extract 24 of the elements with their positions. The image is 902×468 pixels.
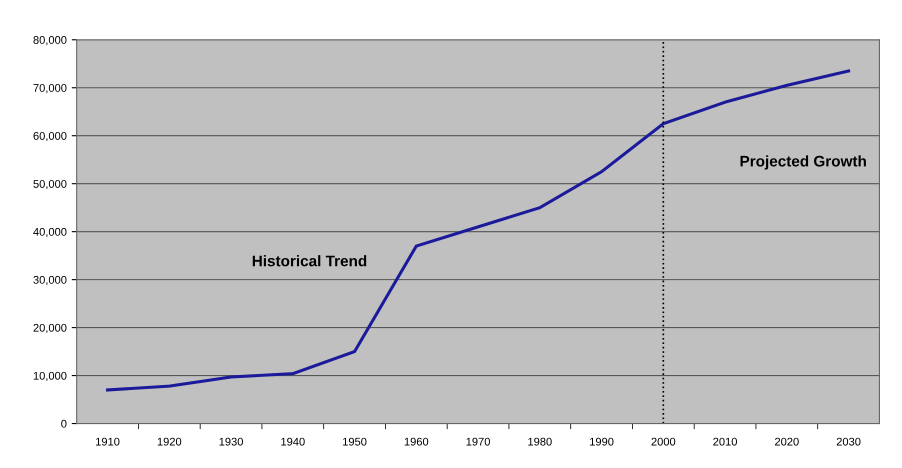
x-tick-label: 2030	[836, 438, 860, 446]
x-tick-label: 1910	[96, 438, 120, 446]
x-tick-label: 1970	[466, 438, 490, 446]
x-tick-label: 1990	[590, 438, 614, 446]
y-tick-label: 70,000	[34, 84, 67, 94]
annotation: Projected Growth	[740, 155, 866, 170]
x-tick-label: 1950	[343, 438, 366, 446]
x-tick-label: 2000	[652, 438, 676, 446]
y-tick-label: 30,000	[33, 276, 67, 286]
x-tick-label: 1930	[220, 438, 243, 446]
y-tick-label: 50,000	[33, 180, 67, 190]
x-tick-label: 1980	[528, 438, 552, 446]
y-tick-label: 80,000	[33, 36, 67, 46]
annotation: Historical Trend	[252, 255, 366, 266]
x-tick-label: 2020	[775, 438, 799, 446]
x-tick-label: 2010	[713, 438, 737, 446]
y-tick-label: 0	[61, 420, 67, 428]
x-tick-label: 1920	[158, 438, 182, 446]
y-tick-label: 20,000	[34, 324, 67, 334]
y-tick-label: 40,000	[33, 228, 67, 238]
y-tick-label: 60,000	[34, 132, 67, 142]
y-tick-label: 10,000	[34, 372, 67, 382]
x-tick-label: 1960	[404, 438, 428, 446]
x-tick-label: 1940	[281, 438, 305, 446]
